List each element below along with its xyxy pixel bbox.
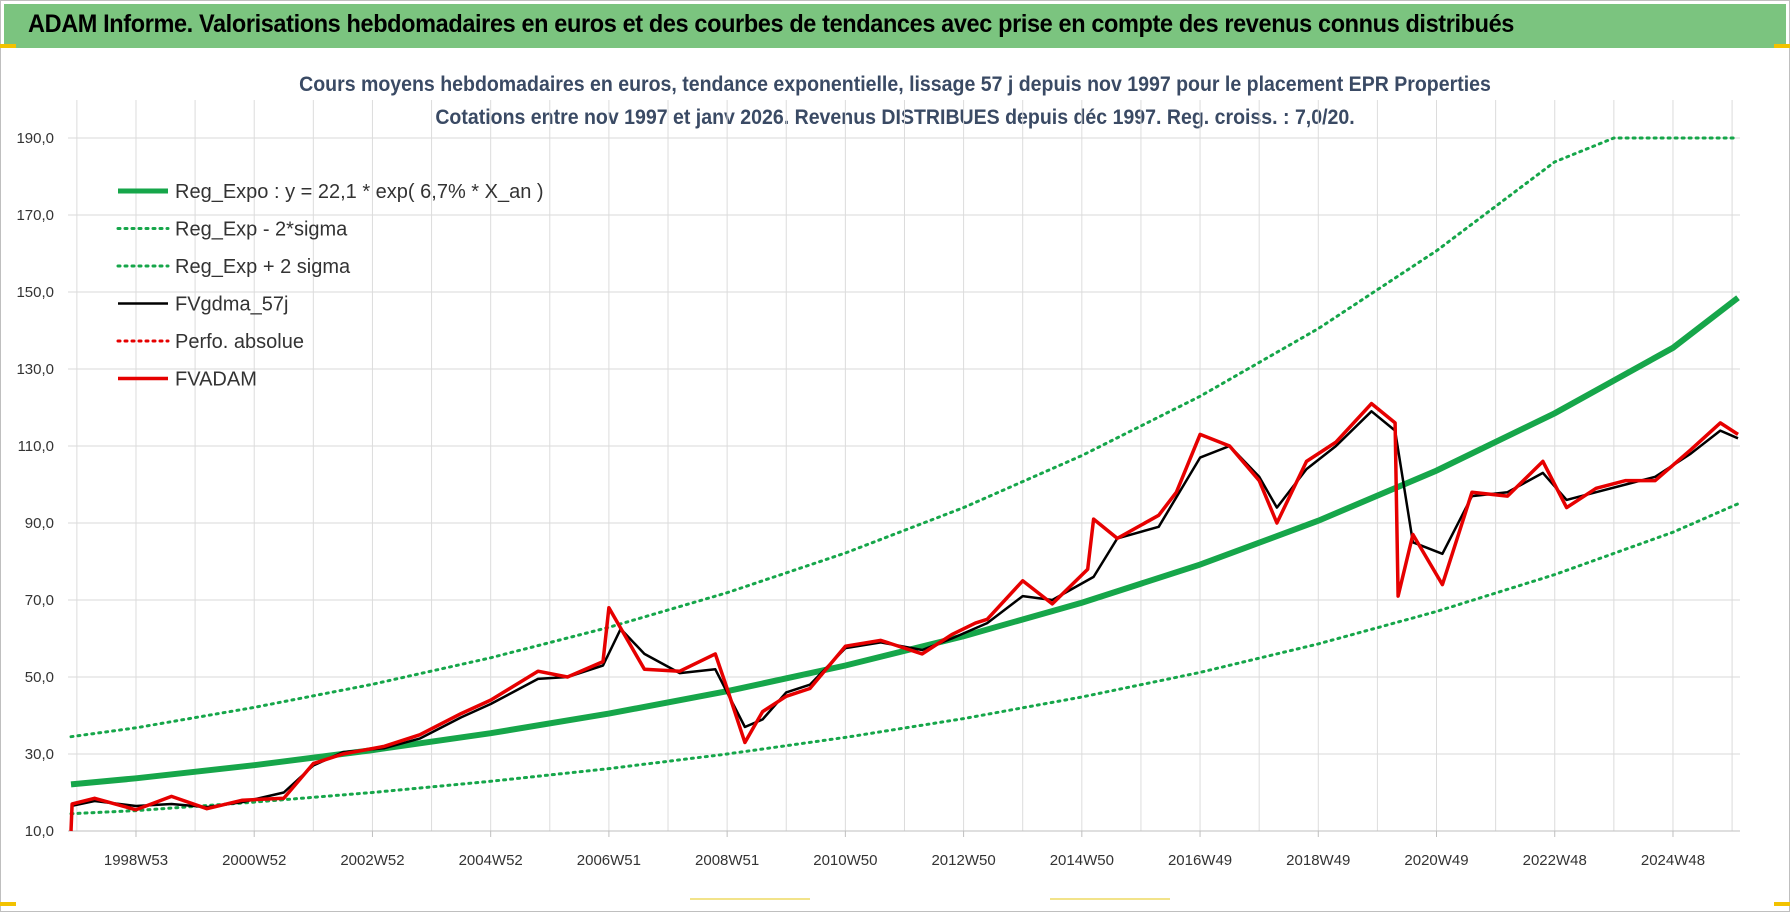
y-tick-label: 50,0 [25,669,54,686]
y-tick-label: 90,0 [25,515,54,532]
page-title: ADAM Informe. Valorisations hebdomadaire… [28,10,1515,38]
legend-label: Reg_Exp - 2*sigma [175,219,348,241]
y-tick-label: 170,0 [16,207,54,224]
x-tick-label: 2012W50 [931,852,995,869]
bottom-accent-left [690,898,810,900]
legend-label: Reg_Exp + 2 sigma [175,256,351,278]
y-tick-label: 30,0 [25,746,54,763]
legend-label: Perfo. absolue [175,331,304,353]
corner-mark-bottom-right [1774,902,1790,906]
y-tick-label: 110,0 [18,438,54,455]
header-banner: ADAM Informe. Valorisations hebdomadaire… [4,4,1786,48]
y-tick-label: 150,0 [16,284,54,301]
x-tick-label: 2020W49 [1404,852,1468,869]
corner-mark-left [0,44,16,48]
corner-mark-right [1774,44,1790,48]
legend-label: FVgdma_57j [175,294,288,316]
y-tick-label: 10,0 [25,823,54,840]
axis-layer: 10,0 30,0 50,0 70,0 90,0 110,0 130,0 150,0 170,0… [16,130,1740,869]
series-layer [69,136,1740,832]
legend-layer: Reg_Expo : y = 22,1 * exp( 6,7% * X_an )… [116,181,544,391]
y-tick-label: 70,0 [25,592,54,609]
chart-subtitle: Cotations entre nov 1997 et janv 2026. R… [435,106,1355,129]
grid-layer [68,100,1740,832]
legend-label: Reg_Expo : y = 22,1 * exp( 6,7% * X_an ) [175,181,544,203]
x-tick-label: 2024W48 [1641,852,1705,869]
x-tick-label: 2002W52 [340,852,404,869]
x-tick-label: 2008W51 [695,852,759,869]
x-tick-label: 2016W49 [1168,852,1232,869]
legend-label: FVADAM [175,369,257,391]
bottom-accent-right [1050,898,1170,900]
corner-mark-bottom-left [0,902,16,906]
series-line-2 [69,136,1740,739]
x-tick-label: 2004W52 [459,852,523,869]
x-tick-label: 2010W50 [813,852,877,869]
chart-title: Cours moyens hebdomadaires en euros, ten… [299,73,1491,96]
y-tick-label: 190,0 [16,130,54,147]
series-line-1 [69,502,1740,816]
y-tick-label: 130,0 [16,361,54,378]
series-line-5 [69,401,1739,832]
x-tick-label: 2014W50 [1050,852,1114,869]
x-tick-label: 1998W53 [104,852,168,869]
x-tick-label: 2000W52 [222,852,286,869]
x-tick-label: 2022W48 [1523,852,1587,869]
series-line-0 [70,295,1740,788]
x-tick-label: 2006W51 [577,852,641,869]
x-tick-label: 2018W49 [1286,852,1350,869]
